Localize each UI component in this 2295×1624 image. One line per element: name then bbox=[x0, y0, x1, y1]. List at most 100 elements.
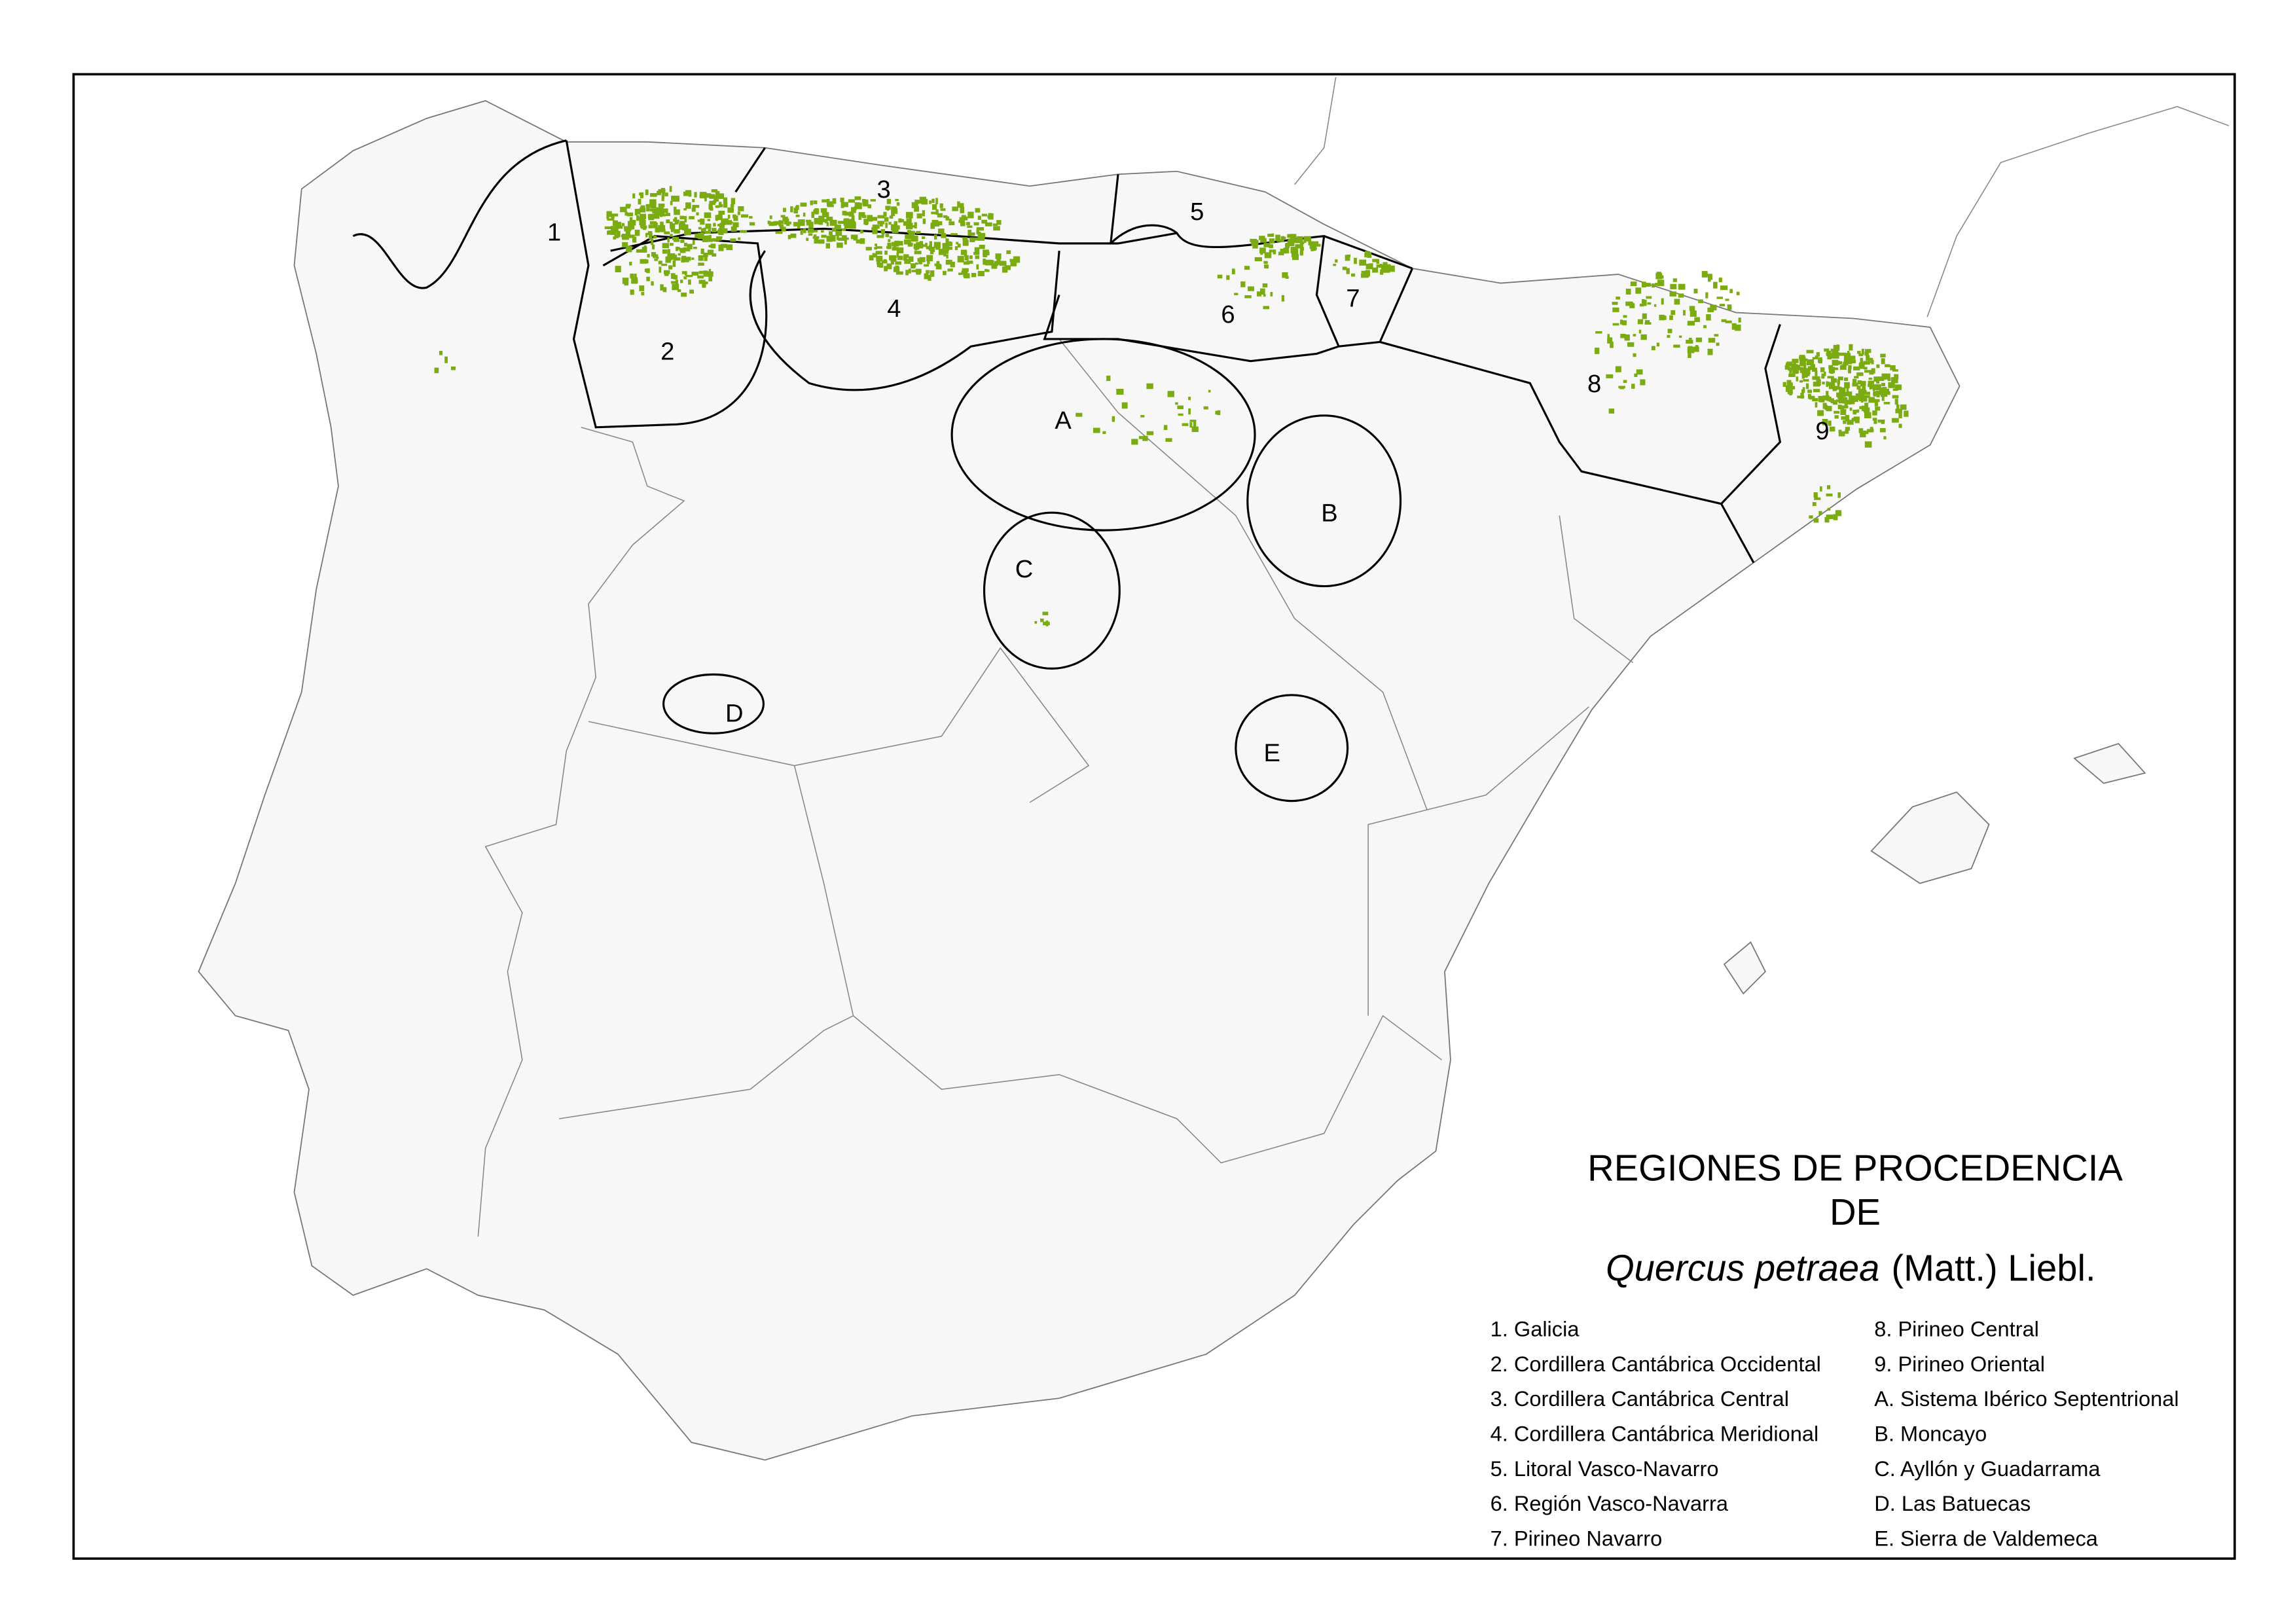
distribution-patch bbox=[1836, 392, 1840, 397]
distribution-patch bbox=[625, 230, 628, 237]
distribution-patch bbox=[859, 230, 863, 234]
distribution-patch bbox=[1718, 278, 1722, 283]
distribution-patch bbox=[1807, 366, 1815, 370]
distribution-patch bbox=[630, 223, 635, 230]
distribution-patch bbox=[931, 247, 935, 253]
distribution-patch bbox=[797, 219, 805, 226]
distribution-patch bbox=[886, 198, 892, 204]
distribution-patch bbox=[926, 255, 933, 262]
distribution-patch bbox=[872, 228, 878, 234]
distribution-patch bbox=[1606, 374, 1614, 378]
distribution-patch bbox=[656, 207, 664, 212]
distribution-patch bbox=[841, 235, 847, 239]
distribution-patch bbox=[1792, 359, 1799, 363]
distribution-patch bbox=[674, 229, 680, 234]
distribution-patch bbox=[708, 245, 712, 247]
distribution-patch bbox=[669, 243, 674, 246]
distribution-patch bbox=[994, 261, 998, 266]
distribution-patch bbox=[1864, 412, 1871, 418]
distribution-patch bbox=[717, 193, 725, 199]
distribution-patch bbox=[1828, 420, 1832, 426]
distribution-patch bbox=[1260, 238, 1267, 243]
distribution-patch bbox=[1280, 249, 1284, 254]
distribution-patch bbox=[650, 202, 657, 209]
distribution-patch bbox=[957, 255, 964, 262]
distribution-patch bbox=[1789, 382, 1793, 388]
legend-item: 2. Cordillera Cantábrica Occidental bbox=[1491, 1352, 1821, 1376]
distribution-patch bbox=[1312, 245, 1316, 251]
distribution-patch bbox=[1821, 376, 1825, 379]
distribution-patch bbox=[646, 276, 650, 281]
distribution-patch bbox=[712, 253, 717, 257]
distribution-patch bbox=[1707, 274, 1712, 276]
distribution-patch bbox=[1672, 278, 1677, 282]
legend: 1. Galicia 2. Cordillera Cantábrica Occid… bbox=[1491, 1318, 2179, 1551]
distribution-patch bbox=[1280, 236, 1284, 243]
distribution-patch bbox=[1800, 392, 1804, 399]
distribution-patch bbox=[709, 200, 716, 206]
distribution-patch bbox=[1891, 418, 1899, 423]
distribution-patch bbox=[1869, 370, 1874, 375]
distribution-patch bbox=[996, 259, 1001, 265]
distribution-patch bbox=[1182, 423, 1189, 426]
distribution-patch bbox=[1270, 292, 1273, 297]
distribution-patch bbox=[727, 207, 734, 213]
distribution-patch bbox=[1706, 314, 1711, 321]
distribution-patch bbox=[1625, 301, 1633, 306]
distribution-patch bbox=[957, 244, 961, 248]
distribution-patch bbox=[650, 192, 657, 197]
distribution-patch bbox=[636, 249, 643, 253]
distribution-patch bbox=[676, 246, 679, 251]
distribution-patch bbox=[719, 224, 723, 229]
distribution-patch bbox=[708, 228, 712, 234]
distribution-patch bbox=[926, 246, 930, 249]
distribution-patch bbox=[867, 204, 872, 209]
distribution-patch bbox=[1689, 306, 1695, 312]
distribution-patch bbox=[1686, 340, 1693, 344]
distribution-patch bbox=[744, 214, 749, 218]
distribution-patch bbox=[976, 227, 985, 231]
distribution-patch bbox=[1860, 396, 1868, 402]
distribution-patch bbox=[1833, 344, 1839, 349]
distribution-patch bbox=[1285, 276, 1289, 279]
distribution-patch bbox=[1646, 296, 1652, 299]
distribution-patch bbox=[1861, 348, 1864, 355]
distribution-patch bbox=[1881, 394, 1885, 401]
distribution-patch bbox=[908, 268, 911, 274]
distribution-patch bbox=[979, 232, 986, 238]
distribution-patch bbox=[924, 273, 929, 280]
distribution-patch bbox=[790, 233, 797, 238]
distribution-patch bbox=[679, 248, 686, 253]
distribution-patch bbox=[919, 257, 926, 262]
distribution-patch bbox=[856, 202, 862, 209]
distribution-patch bbox=[681, 257, 685, 263]
distribution-patch bbox=[1882, 387, 1887, 393]
distribution-patch bbox=[844, 238, 847, 245]
legend-item: 5. Litoral Vasco-Navarro bbox=[1491, 1457, 1719, 1481]
distribution-patch bbox=[1822, 403, 1827, 409]
distribution-patch bbox=[641, 292, 645, 296]
distribution-patch bbox=[977, 215, 981, 220]
legend-item: C. Ayllón y Guadarrama bbox=[1874, 1457, 2101, 1481]
distribution-patch bbox=[877, 215, 885, 219]
distribution-patch bbox=[1824, 348, 1830, 352]
distribution-patch bbox=[853, 238, 857, 241]
distribution-patch bbox=[1177, 405, 1184, 410]
distribution-patch bbox=[1259, 247, 1266, 254]
distribution-patch bbox=[706, 238, 714, 242]
distribution-patch bbox=[648, 213, 655, 221]
distribution-patch bbox=[1191, 426, 1199, 432]
distribution-patch bbox=[1671, 310, 1676, 316]
distribution-patch bbox=[1188, 397, 1191, 401]
distribution-patch bbox=[714, 195, 719, 202]
distribution-patch bbox=[992, 223, 998, 226]
distribution-patch bbox=[795, 214, 800, 217]
legend-item: B. Moncayo bbox=[1874, 1422, 1987, 1446]
distribution-patch bbox=[803, 212, 806, 217]
distribution-patch bbox=[1888, 382, 1895, 388]
distribution-patch bbox=[1165, 438, 1172, 442]
distribution-patch bbox=[818, 220, 823, 225]
distribution-patch bbox=[888, 221, 892, 225]
distribution-patch bbox=[973, 222, 979, 226]
